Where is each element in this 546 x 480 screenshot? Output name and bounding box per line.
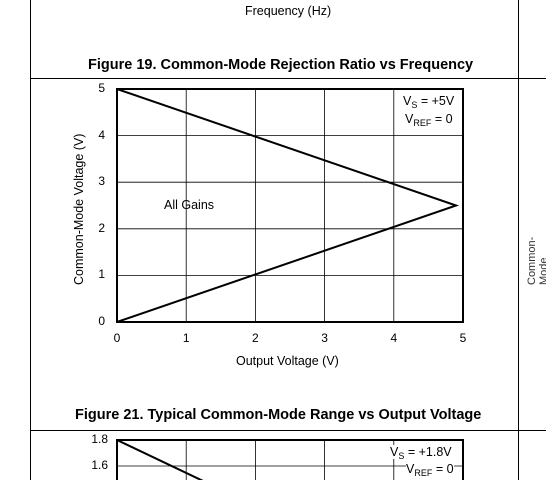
x-tick-label: 4 — [390, 331, 398, 345]
y-axis-label: Common-Mode Voltage (V) — [72, 133, 86, 285]
frequency-axis-label: Frequency (Hz) — [245, 4, 332, 18]
y-tick-label: 2 — [98, 220, 105, 235]
vref-annotation: VREF = 0 — [405, 112, 453, 128]
chart2-vref-symbol: V — [406, 462, 415, 476]
left-border — [30, 0, 31, 480]
y-tick-label: 3 — [98, 174, 105, 189]
figure21-caption: Figure 21. Typical Common-Mode Range vs … — [75, 407, 482, 423]
figure19-divider — [30, 78, 546, 79]
x-tick-label: 5 — [459, 331, 467, 345]
vref-value: = 0 — [431, 112, 453, 126]
vs-subscript: S — [411, 100, 418, 110]
vref-subscript: REF — [413, 118, 432, 128]
y-tick-label: 1 — [98, 267, 105, 282]
right-border — [518, 0, 519, 480]
x-tick-label: 2 — [252, 331, 259, 345]
chart2-series-line — [116, 439, 204, 480]
vs-value: = +5V — [417, 94, 455, 108]
figure21-divider — [30, 430, 546, 431]
x-axis-label: Output Voltage (V) — [236, 354, 339, 368]
y-tick-label: 0 — [98, 314, 105, 328]
chart2-vref-annotation: VREF = 0 — [406, 462, 454, 478]
vs-annotation: VS = +5V — [403, 94, 455, 110]
x-tick-label: 3 — [321, 331, 328, 345]
figure19-caption: Figure 19. Common-Mode Rejection Ratio v… — [88, 57, 474, 73]
vs-symbol: V — [403, 94, 412, 108]
chart2-series — [116, 439, 204, 480]
chart2-vref-subscript: REF — [414, 468, 433, 478]
vref-symbol: V — [405, 112, 414, 126]
chart2-vs-subscript: S — [398, 451, 405, 461]
chart2-frame — [116, 439, 464, 480]
all-gains-label: All Gains — [164, 198, 215, 212]
x-tick-label: 1 — [182, 331, 190, 345]
chart2-y-tick-label: 1.6 — [91, 458, 108, 472]
chart2-vs-annotation: VS = +1.8V — [390, 445, 452, 461]
chart-series — [116, 88, 460, 323]
x-tick-label: 0 — [113, 331, 121, 345]
plot-frame — [116, 88, 464, 323]
chart-grid — [117, 89, 463, 322]
chart2-vs-symbol: V — [390, 445, 399, 459]
y-tick-label: 4 — [98, 127, 105, 142]
chart2-vref-value: = 0 — [432, 462, 454, 476]
chart2-vs-value: = +1.8V — [404, 445, 452, 459]
series-line — [116, 88, 460, 323]
y-tick-label: 5 — [98, 81, 105, 95]
chart2-y-tick-label: 1.8 — [91, 432, 108, 446]
